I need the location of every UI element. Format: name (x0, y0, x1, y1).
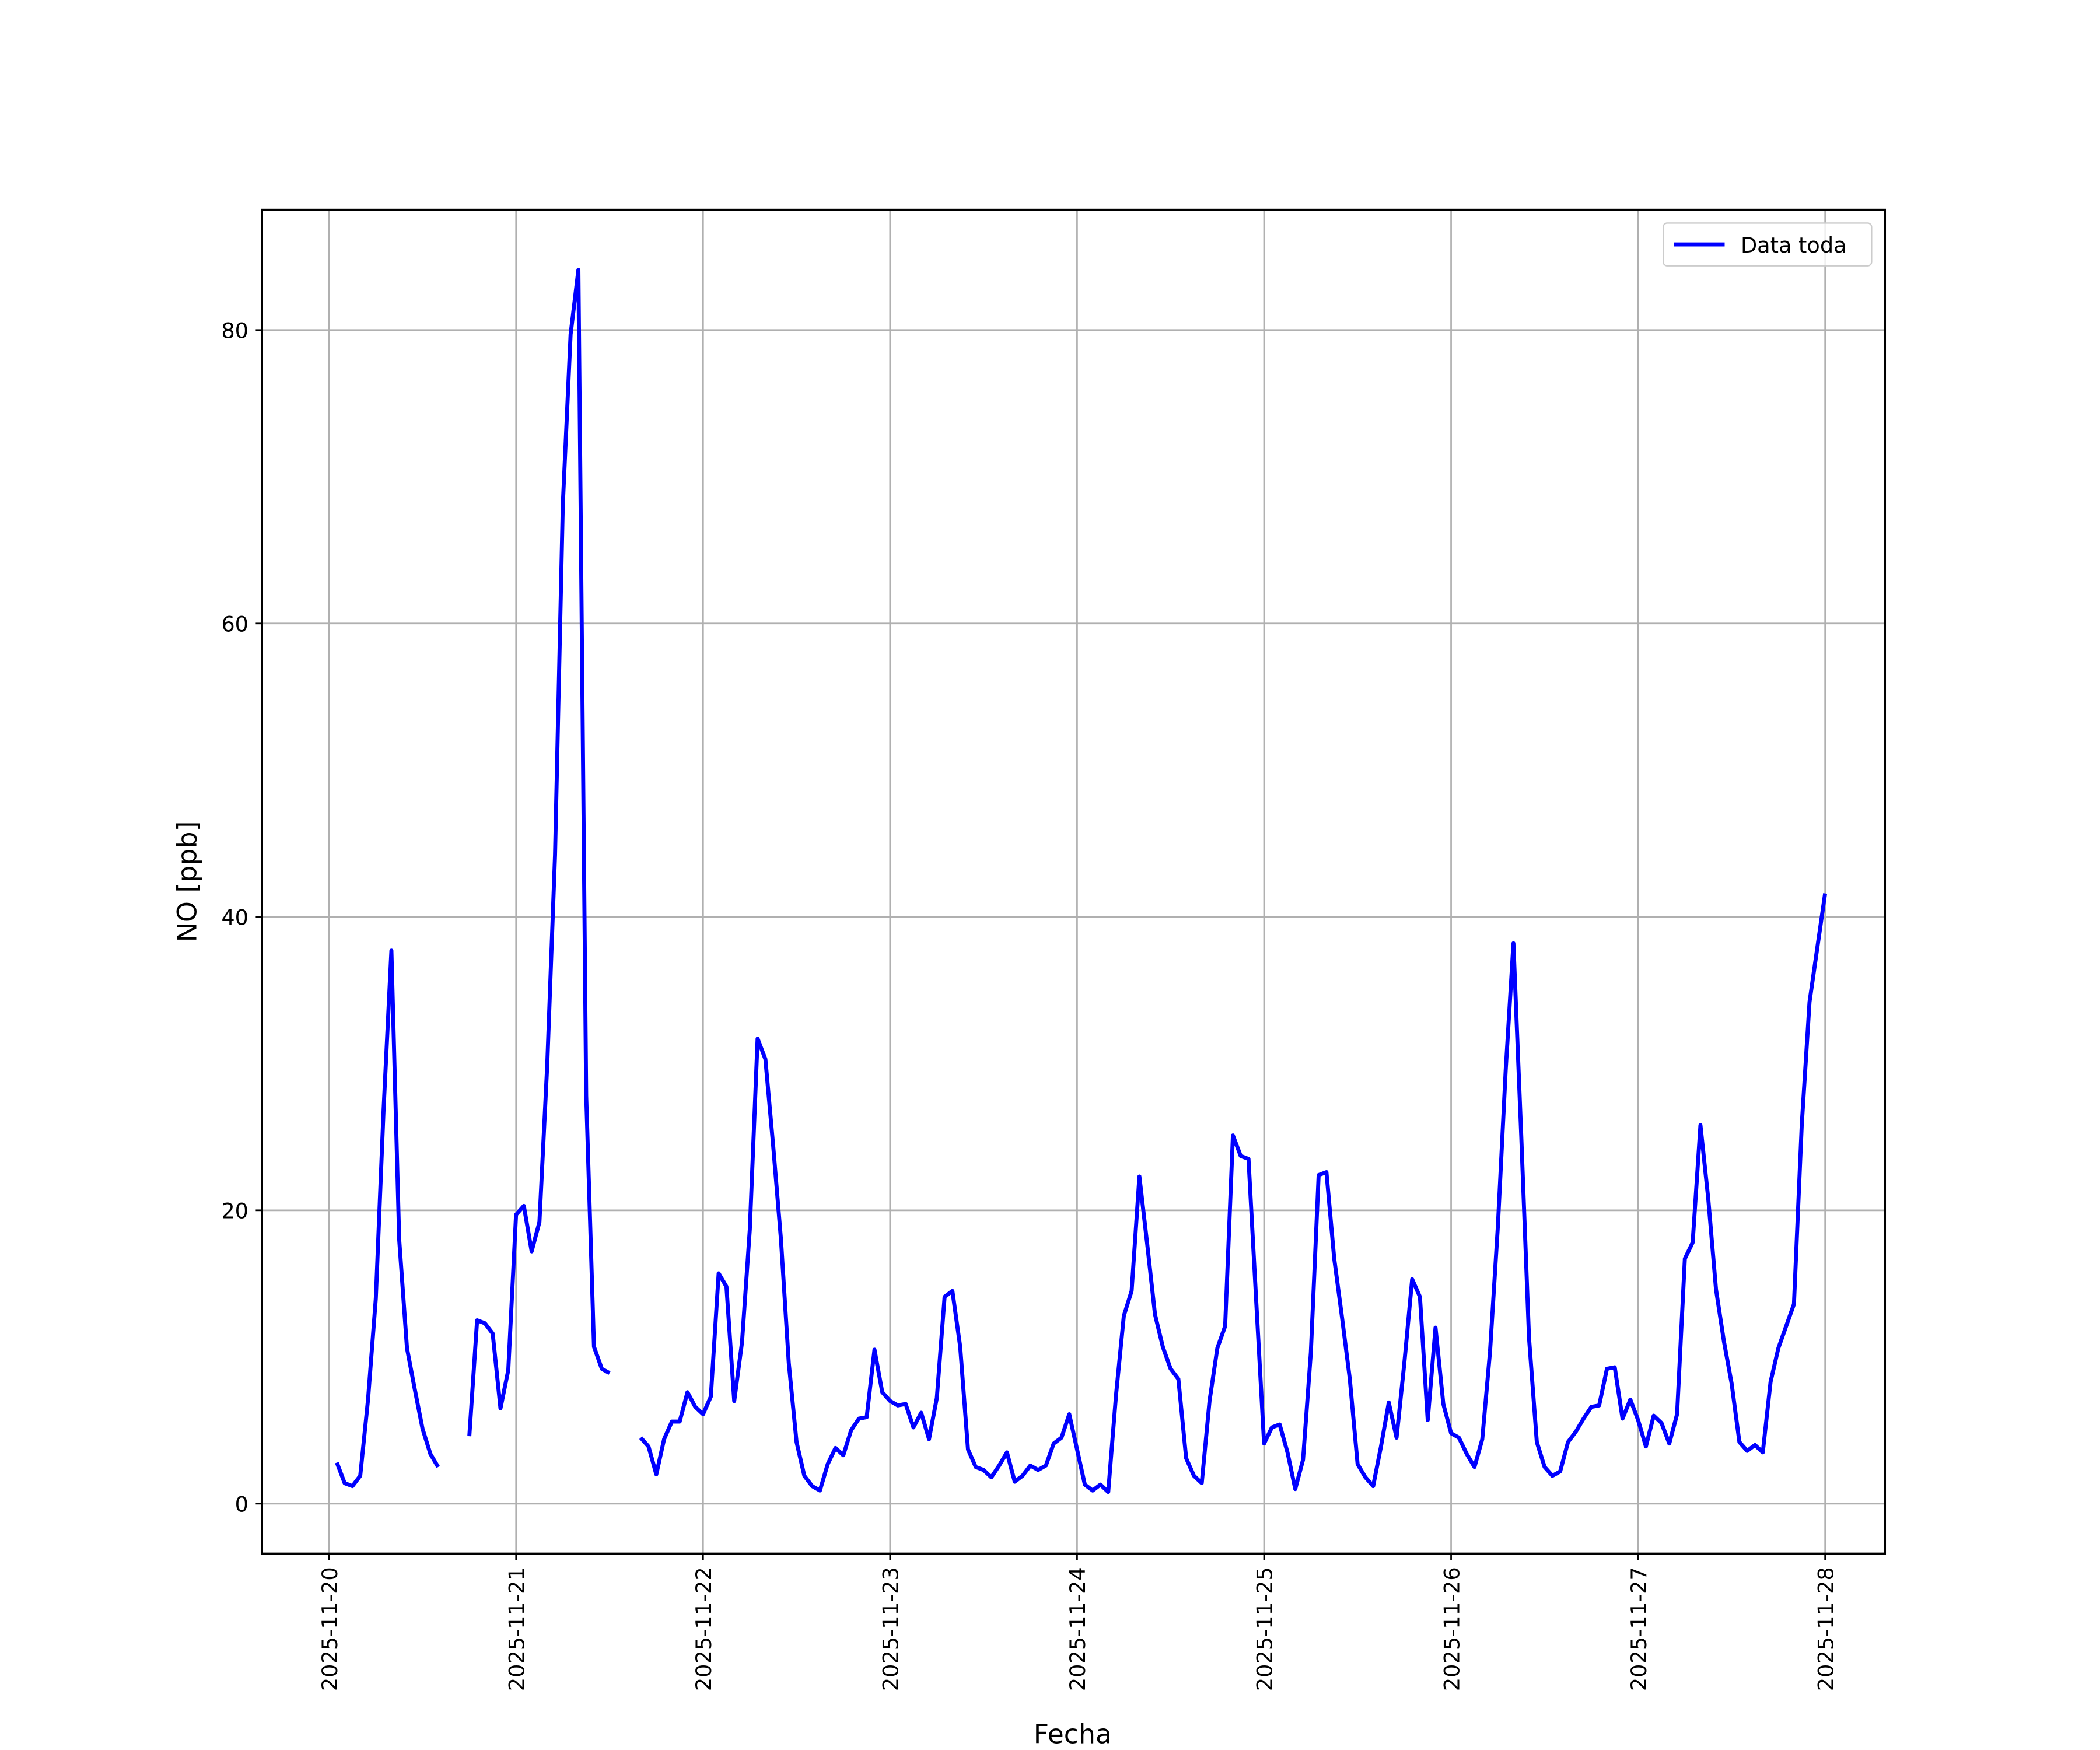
x-axis-label: Fecha (1034, 1718, 1112, 1750)
plot-frame (261, 208, 1887, 1555)
x-tick-label: 2025-11-24 (1065, 1567, 1090, 1691)
legend-label: Data toda (1741, 233, 1847, 258)
x-tick-label: 2025-11-27 (1626, 1567, 1651, 1691)
x-tick-label: 2025-11-21 (504, 1567, 529, 1691)
y-axis-label: NO [ppb] (172, 821, 203, 943)
x-tick-label: 2025-11-26 (1439, 1567, 1464, 1691)
y-tick-label: 80 (221, 318, 249, 344)
x-tick-label: 2025-11-25 (1252, 1567, 1278, 1691)
y-tick-label: 40 (221, 905, 249, 930)
x-tick-label: 2025-11-22 (691, 1567, 716, 1691)
data-line (335, 268, 1828, 1494)
legend: Data toda (1662, 222, 1873, 267)
legend-box (1662, 222, 1873, 267)
y-tick-label: 0 (235, 1492, 249, 1517)
y-tick-label: 20 (221, 1199, 249, 1224)
x-tick-label: 2025-11-23 (878, 1567, 904, 1691)
x-tick-label: 2025-11-28 (1813, 1567, 1838, 1691)
y-tick-label: 60 (221, 612, 249, 637)
x-tick-label: 2025-11-20 (317, 1567, 342, 1691)
